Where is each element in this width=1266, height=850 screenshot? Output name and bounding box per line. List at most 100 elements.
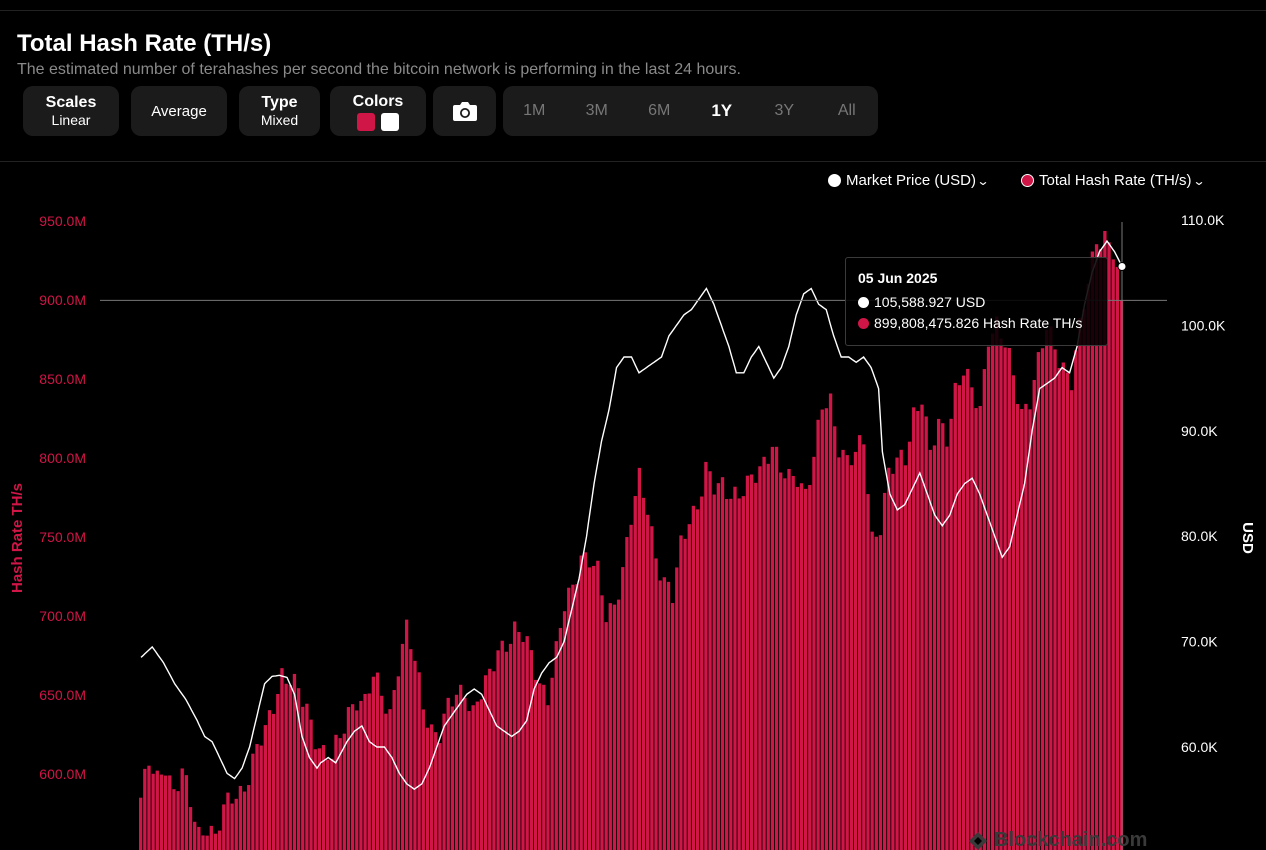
price-legend-label: Market Price (USD) — [846, 172, 977, 189]
hash-bar — [1099, 249, 1103, 850]
hash-bar — [862, 444, 866, 850]
hash-bar — [550, 677, 554, 850]
hash-bar — [891, 473, 895, 850]
chart-tooltip: 05 Jun 2025 105,588.927 USD 899,808,475.… — [845, 257, 1108, 346]
range-3m[interactable]: 3M — [585, 102, 608, 119]
tooltip-price: 105,588.927 USD — [874, 294, 986, 310]
left-axis-tick: 900.0M — [39, 292, 86, 308]
hash-bar — [662, 577, 666, 850]
hash-bar — [525, 636, 529, 850]
hash-bar — [284, 683, 288, 850]
hash-bar — [434, 732, 438, 850]
hash-bar — [346, 707, 351, 850]
right-axis-tick: 90.0K — [1181, 423, 1218, 439]
colors-button[interactable]: Colors — [330, 86, 426, 136]
left-axis-tick: 600.0M — [39, 766, 86, 782]
hash-bar — [833, 426, 837, 850]
blockchain-watermark: Blockchain.com — [968, 829, 1147, 850]
hash-bar — [928, 449, 932, 850]
hash-bar — [350, 704, 355, 850]
chevron-down-icon: ⌄ — [976, 173, 990, 188]
hash-bar — [155, 770, 159, 850]
hash-bar — [1036, 352, 1041, 850]
right-axis-tick: 110.0K — [1181, 212, 1225, 228]
hash-bar — [463, 697, 467, 850]
range-all[interactable]: All — [837, 102, 856, 119]
hash-bar — [637, 467, 642, 850]
hash-bar — [770, 446, 775, 850]
tooltip-price-row: 105,588.927 USD — [858, 294, 1095, 310]
average-button[interactable]: Average — [131, 86, 227, 136]
hash-bar — [371, 676, 376, 850]
hash-bar — [488, 668, 492, 850]
hash-bar — [1090, 251, 1095, 850]
hash-bar — [201, 835, 205, 850]
chevron-down-icon: ⌄ — [1192, 173, 1206, 188]
hash-bar — [1040, 348, 1045, 850]
hash-bar — [858, 435, 862, 850]
hash-bar — [799, 483, 804, 850]
hash-bar — [442, 713, 446, 850]
hash-bar — [471, 705, 475, 850]
hash-bar — [259, 745, 263, 850]
hash-bar — [774, 446, 779, 850]
hash-bar — [454, 694, 459, 850]
screenshot-button[interactable] — [433, 86, 496, 136]
hash-bar — [492, 671, 496, 850]
hash-bar — [504, 651, 509, 850]
hash-bar — [779, 472, 783, 850]
hash-bar — [670, 603, 675, 850]
hash-bar — [230, 803, 234, 850]
hash-bar — [878, 535, 883, 850]
range-1m[interactable]: 1M — [523, 102, 546, 119]
hash-bar — [916, 410, 920, 850]
hash-bar — [1061, 362, 1065, 850]
hash-bar — [193, 821, 197, 850]
hash-bar — [217, 830, 222, 850]
price-color-swatch[interactable] — [381, 112, 399, 131]
hash-bar — [899, 449, 903, 850]
hash-bar — [139, 797, 143, 850]
range-3y[interactable]: 3Y — [774, 102, 795, 119]
hash-bar — [425, 727, 430, 850]
hash-bar — [334, 734, 338, 850]
hash-bar — [820, 409, 824, 850]
hash-bar — [234, 798, 238, 850]
hash-bar — [542, 684, 546, 850]
scales-label: Scales — [45, 94, 97, 111]
hash-bar — [305, 703, 309, 850]
hash-bar — [621, 567, 625, 850]
hash-bar — [949, 418, 953, 850]
scales-button[interactable]: Scales Linear — [23, 86, 119, 136]
hash-bar — [143, 768, 147, 850]
hash-bar — [359, 700, 363, 850]
hash-bar — [1024, 403, 1028, 850]
hash-bar — [816, 419, 820, 850]
tooltip-date: 05 Jun 2025 — [858, 270, 938, 286]
hash-bar — [388, 709, 392, 850]
hash-bar — [803, 488, 808, 850]
left-axis-tick: 750.0M — [39, 529, 86, 545]
range-6m[interactable]: 6M — [648, 102, 671, 119]
hash-bar — [176, 791, 180, 850]
legend-price[interactable]: Market Price (USD) ⌄ — [828, 172, 990, 189]
hash-bar — [263, 725, 267, 850]
hash-bar — [529, 650, 533, 850]
blockchain-logo-icon — [969, 831, 987, 850]
hash-bar — [363, 693, 367, 850]
hash-color-swatch[interactable] — [357, 112, 375, 131]
hash-bar — [658, 580, 662, 850]
hash-bar — [995, 316, 999, 850]
type-button[interactable]: Type Mixed — [239, 86, 320, 136]
hash-bar — [970, 387, 974, 850]
hash-bar — [400, 643, 405, 850]
hash-bar — [479, 699, 484, 850]
legend-hash[interactable]: Total Hash Rate (TH/s) ⌄ — [1021, 172, 1206, 189]
hash-bar — [209, 825, 213, 850]
hash-bar — [920, 404, 924, 850]
range-1y[interactable]: 1Y — [711, 101, 733, 120]
header-divider — [0, 161, 1266, 162]
hash-bar — [720, 477, 725, 850]
left-axis-tick: 800.0M — [39, 450, 86, 466]
